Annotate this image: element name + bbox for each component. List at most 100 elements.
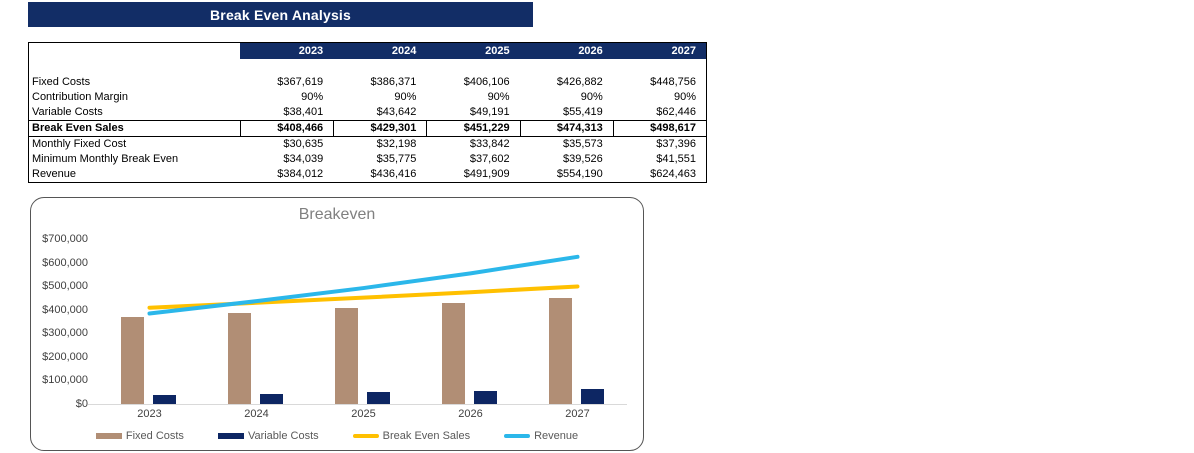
table-header-year-2027[interactable]: 2027 (612, 43, 706, 59)
table-cell[interactable]: $367,619 (277, 76, 324, 88)
x-axis-label-2024: 2024 (244, 408, 269, 420)
page-title: Break Even Analysis (28, 2, 533, 27)
row-label[interactable]: Minimum Monthly Break Even (32, 153, 179, 165)
table-cell[interactable]: $38,401 (283, 106, 324, 118)
table-cell[interactable]: $624,463 (650, 168, 696, 180)
table-cell[interactable]: $408,466 (240, 121, 333, 136)
chart-x-axis: 2023 2024 2025 2026 2027 (96, 408, 631, 422)
bar-variable-costs-2026 (473, 390, 497, 404)
table-cell[interactable]: 90% (580, 91, 603, 103)
table-cell[interactable]: $426,882 (556, 76, 603, 88)
legend-label: Variable Costs (247, 430, 319, 442)
table-cell[interactable]: $55,419 (563, 106, 603, 118)
table-cell[interactable]: 90% (487, 91, 510, 103)
chart-title: Breakeven (298, 206, 376, 223)
x-axis-label-2023: 2023 (137, 408, 162, 420)
table-row: Variable Costs $38,401 $43,642 $49,191 $55,4… (29, 105, 706, 120)
table-row: Monthly Fixed Cost $30,635 $32,198 $33,842 $… (29, 137, 706, 152)
table-cell[interactable]: $37,396 (656, 138, 696, 150)
table-cell[interactable]: $554,190 (556, 168, 603, 180)
row-label[interactable]: Break Even Sales (32, 122, 124, 134)
row-label[interactable]: Revenue (32, 168, 77, 180)
row-label[interactable]: Monthly Fixed Cost (32, 138, 127, 150)
table-cell[interactable]: $448,756 (650, 76, 696, 88)
table-row: Fixed Costs $367,619 $386,371 $406,106 $426,… (29, 75, 706, 90)
breakeven-chart-card: Breakeven $700,000 $600,000 $500,000 $400,0… (30, 197, 644, 451)
table-cell[interactable]: $384,012 (277, 168, 324, 180)
table-cell[interactable]: $32,198 (376, 138, 417, 150)
table-cell[interactable]: $62,446 (656, 106, 696, 118)
legend-item-variable-costs: Variable Costs (217, 430, 319, 442)
legend-label: Fixed Costs (125, 430, 184, 442)
table-cell[interactable]: $39,526 (563, 153, 603, 165)
x-axis-label-2027: 2027 (565, 408, 590, 420)
chart-y-axis: $700,000 $600,000 $500,000 $400,000 $300,000… (31, 233, 88, 410)
table-cell[interactable]: $33,842 (469, 138, 510, 150)
y-axis-label: $100,000 (42, 374, 88, 387)
table-header-spacer (29, 43, 240, 59)
table-header-year-2026[interactable]: 2026 (519, 43, 613, 59)
legend-label: Break Even Sales (382, 430, 471, 442)
break-even-table: 2023 2024 2025 2026 2027 Fixed Costs $367,619 $… (28, 42, 707, 183)
line-revenue (147, 254, 580, 316)
table-cell[interactable]: $451,229 (426, 121, 519, 136)
table-cell[interactable]: $30,635 (283, 138, 324, 150)
bar-fixed-costs-2026 (441, 303, 465, 404)
table-cell[interactable]: $406,106 (463, 76, 510, 88)
table-cell[interactable]: $37,602 (469, 153, 510, 165)
table-header-year-2023[interactable]: 2023 (240, 43, 334, 59)
legend-item-fixed-costs: Fixed Costs (95, 430, 184, 442)
table-cell[interactable]: $41,551 (656, 153, 696, 165)
table-cell[interactable]: $35,775 (376, 153, 417, 165)
table-row: Break Even Sales $408,466 $429,301 $451,229… (29, 120, 706, 137)
table-cell[interactable]: $491,909 (463, 168, 510, 180)
bar-variable-costs-2027 (580, 389, 604, 404)
legend-label: Revenue (534, 430, 579, 442)
chart-plot-area (96, 239, 631, 404)
table-header-row: 2023 2024 2025 2026 2027 (29, 43, 706, 59)
table-cell[interactable]: $34,039 (283, 153, 324, 165)
chart-x-axis-line (88, 404, 627, 405)
table-cell[interactable]: $43,642 (376, 106, 417, 118)
table-cell[interactable]: $436,416 (370, 168, 417, 180)
bar-fixed-costs-2024 (227, 312, 251, 404)
legend-swatch-revenue (504, 434, 531, 438)
y-axis-label: $700,000 (42, 233, 88, 245)
table-cell[interactable]: 90% (301, 91, 324, 103)
chart-lines (147, 254, 580, 316)
table-blank-row (29, 59, 706, 75)
table-row: Contribution Margin 90% 90% 90% 90% 90% (29, 90, 706, 105)
x-axis-label-2026: 2026 (458, 408, 483, 420)
legend-item-revenue: Revenue (504, 430, 578, 442)
bar-variable-costs-2023 (152, 394, 176, 404)
table-cell[interactable]: $49,191 (469, 106, 510, 118)
table-header-year-2025[interactable]: 2025 (426, 43, 520, 59)
row-label[interactable]: Contribution Margin (32, 91, 128, 103)
table-cell[interactable]: 90% (673, 91, 696, 103)
table-row: Revenue $384,012 $436,416 $491,909 $554,190 $… (29, 167, 706, 182)
y-axis-label: $400,000 (42, 303, 88, 316)
y-axis-label: $300,000 (42, 327, 88, 340)
table-cell[interactable]: 90% (394, 91, 417, 103)
table-cell[interactable]: $498,617 (612, 121, 706, 136)
legend-swatch-variable-costs (217, 433, 244, 439)
row-label[interactable]: Variable Costs (32, 106, 103, 118)
y-axis-label: $0 (75, 398, 88, 410)
bar-fixed-costs-2025 (334, 308, 358, 404)
bar-variable-costs-2025 (366, 392, 390, 404)
y-axis-label: $200,000 (42, 350, 88, 363)
table-header-year-2024[interactable]: 2024 (333, 43, 427, 59)
bar-variable-costs-2024 (259, 393, 283, 404)
y-axis-label: $600,000 (42, 256, 88, 269)
row-label[interactable]: Fixed Costs (32, 76, 91, 88)
bar-fixed-costs-2023 (120, 317, 144, 404)
legend-swatch-break-even-sales (352, 434, 379, 438)
table-cell[interactable]: $35,573 (563, 138, 603, 150)
y-axis-label: $500,000 (42, 280, 88, 293)
bar-fixed-costs-2027 (548, 298, 572, 404)
table-cell[interactable]: $386,371 (370, 76, 417, 88)
table-cell[interactable]: $429,301 (333, 121, 426, 136)
x-axis-label-2025: 2025 (351, 408, 376, 420)
table-cell[interactable]: $474,313 (519, 121, 613, 136)
